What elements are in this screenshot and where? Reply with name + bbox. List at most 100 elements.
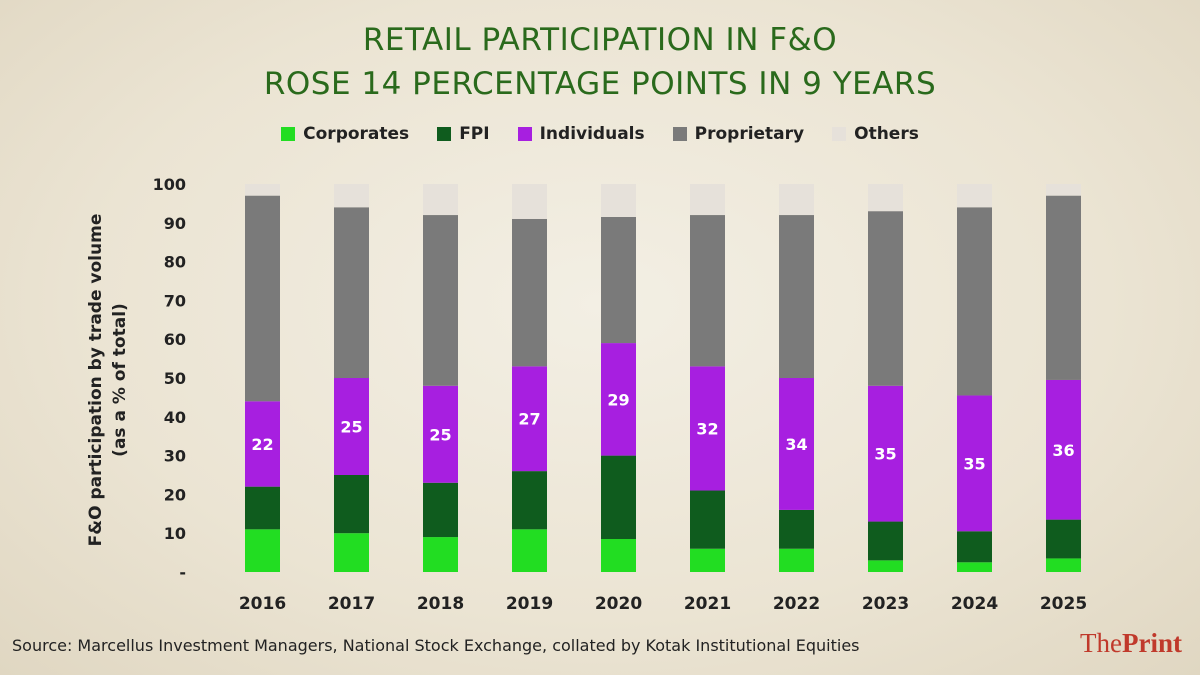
data-label-individuals: 25	[429, 425, 451, 444]
data-label-individuals: 32	[696, 419, 718, 438]
bar-segment-corporates	[423, 537, 458, 572]
chart-legend: Corporates FPI Individuals Proprietary O…	[0, 124, 1200, 144]
bar-segment-proprietary	[423, 215, 458, 386]
bar-segment-individuals	[423, 385, 458, 483]
bar-segment-fpi	[245, 486, 280, 530]
bar-segment-individuals	[245, 401, 280, 487]
bar-segment-proprietary	[512, 218, 547, 367]
bar-segment-fpi	[779, 509, 814, 549]
legend-swatch-corporates	[281, 127, 296, 141]
legend-swatch-others	[832, 127, 847, 141]
brand-part2: Print	[1122, 628, 1182, 658]
y-tick-label: 40	[164, 408, 186, 427]
legend-label-fpi: FPI	[459, 124, 490, 144]
bar-segment-individuals	[779, 378, 814, 510]
bar-segment-corporates	[334, 533, 369, 572]
data-label-individuals: 29	[607, 390, 629, 409]
bar-segment-others	[512, 184, 547, 219]
y-tick-label: 30	[164, 447, 186, 466]
y-tick-label: 10	[164, 524, 186, 543]
bar-segment-individuals	[690, 366, 725, 491]
bar-segment-others	[334, 184, 369, 208]
bar-segment-corporates	[690, 548, 725, 572]
legend-item-others: Others	[832, 124, 919, 144]
legend-item-individuals: Individuals	[517, 124, 645, 144]
bar-segment-fpi	[512, 471, 547, 530]
legend-label-others: Others	[854, 124, 919, 144]
bar-segment-proprietary	[957, 207, 992, 396]
data-label-individuals: 22	[251, 435, 273, 454]
bar-segment-fpi	[690, 490, 725, 549]
bar-segment-fpi	[423, 482, 458, 538]
legend-item-proprietary: Proprietary	[672, 124, 805, 144]
bar-segment-proprietary	[690, 215, 725, 367]
bar-segment-fpi	[334, 475, 369, 534]
legend-item-fpi: FPI	[437, 124, 490, 144]
bar-segment-others	[868, 184, 903, 212]
bar-segment-others	[690, 184, 725, 216]
bar-segment-corporates	[779, 548, 814, 572]
data-label-individuals: 35	[874, 445, 896, 464]
bar-segment-individuals	[601, 343, 636, 456]
bar-segment-others	[245, 184, 280, 196]
bar-segment-others	[1046, 184, 1081, 196]
x-tick-label: 2019	[506, 594, 553, 614]
legend-swatch-proprietary	[672, 127, 687, 141]
bar-segment-fpi	[601, 455, 636, 540]
y-tick-label: 70	[164, 291, 186, 310]
bar-segment-corporates	[512, 529, 547, 572]
x-tick-label: 2021	[684, 594, 731, 614]
y-tick-label: 90	[164, 214, 186, 233]
y-axis-label-line1: F&O participation by trade volume	[86, 213, 106, 547]
bar-segment-individuals	[512, 366, 547, 472]
x-tick-label: 2020	[595, 594, 642, 614]
y-tick-label: 100	[153, 175, 186, 194]
data-label-individuals: 25	[340, 418, 362, 437]
bar-segment-proprietary	[601, 216, 636, 344]
x-tick-label: 2024	[951, 594, 998, 614]
source-note: Source: Marcellus Investment Managers, N…	[12, 636, 860, 655]
legend-item-corporates: Corporates	[281, 124, 409, 144]
bar-segment-individuals	[1046, 379, 1081, 520]
bar-segment-fpi	[957, 531, 992, 563]
bar-segment-individuals	[868, 385, 903, 522]
legend-label-proprietary: Proprietary	[694, 124, 805, 144]
bar-segment-fpi	[868, 521, 903, 561]
x-tick-label: 2023	[862, 594, 909, 614]
chart-title-line1: RETAIL PARTICIPATION IN F&O	[362, 22, 838, 58]
y-tick-label: 20	[164, 485, 186, 504]
brand-part1: The	[1080, 628, 1122, 658]
bar-segment-proprietary	[779, 215, 814, 378]
bar-segment-corporates	[1046, 558, 1081, 572]
data-label-individuals: 36	[1052, 441, 1074, 460]
data-label-individuals: 34	[785, 435, 807, 454]
y-tick-label: 80	[164, 253, 186, 272]
x-tick-label: 2017	[328, 594, 375, 614]
data-label-individuals: 35	[963, 454, 985, 473]
x-tick-label: 2018	[417, 594, 464, 614]
x-tick-label: 2025	[1040, 594, 1087, 614]
bar-segment-individuals	[334, 378, 369, 475]
theprint-logo: ThePrint	[1080, 628, 1182, 659]
y-axis-label-line2: (as a % of total)	[110, 303, 130, 457]
bar-segment-corporates	[957, 562, 992, 572]
bar-segment-individuals	[957, 395, 992, 532]
chart-title: RETAIL PARTICIPATION IN F&O ROSE 14 PERC…	[0, 18, 1200, 106]
y-axis-label: F&O participation by trade volume (as a …	[84, 214, 132, 547]
data-label-individuals: 27	[518, 410, 540, 429]
bar-segment-others	[423, 184, 458, 216]
bar-segment-corporates	[245, 529, 280, 572]
legend-swatch-fpi	[437, 127, 452, 141]
bar-segment-others	[957, 184, 992, 208]
x-tick-label: 2022	[773, 594, 820, 614]
bar-segment-others	[779, 184, 814, 216]
legend-swatch-individuals	[517, 127, 532, 141]
legend-label-individuals: Individuals	[539, 124, 645, 144]
bar-segment-proprietary	[245, 195, 280, 402]
bar-segment-proprietary	[1046, 195, 1081, 380]
bar-segment-proprietary	[334, 207, 369, 378]
y-tick-label: -	[179, 563, 186, 582]
bar-segment-corporates	[868, 560, 903, 572]
bar-segment-corporates	[601, 539, 636, 572]
